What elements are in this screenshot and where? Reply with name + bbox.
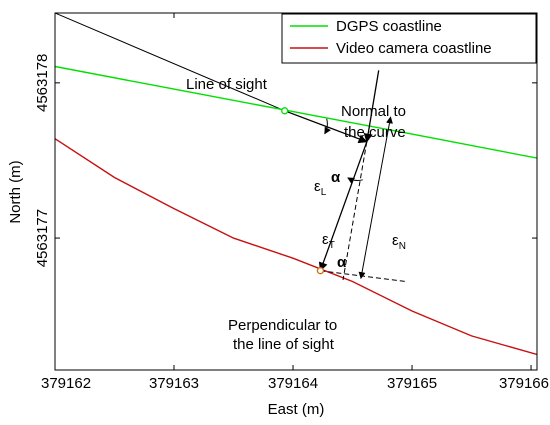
annotation-perp-line2: the line of sight	[233, 336, 335, 353]
annotation-normal-line2: the curve	[344, 124, 406, 141]
dgps-coastline-series	[55, 65, 537, 159]
legend-box	[281, 13, 537, 64]
plot-area-background	[55, 13, 537, 370]
x-tick-label-3: 379165	[387, 375, 437, 392]
eps-n-vector	[358, 116, 393, 280]
legend-label-dgps: DGPS coastline	[336, 18, 442, 35]
annotation-alpha-lower: α	[337, 254, 347, 271]
x-tick-label-1: 379163	[149, 375, 199, 392]
annotation-eps-t: εT	[322, 231, 335, 251]
eps-l-vector	[284, 110, 368, 144]
axis-ticks: 379162 379163 379164 379165 379166 4563177 456…	[34, 13, 549, 392]
video-coastline-series	[55, 138, 537, 356]
annotation-perp-line1: Perpendicular to	[228, 317, 337, 334]
annotation-eps-n: εN	[392, 232, 406, 252]
normal-dashed-line	[342, 141, 368, 281]
plot-frame	[54, 12, 538, 371]
y-tick-label-1: 4563178	[34, 54, 51, 112]
y-tick-label-0: 4563177	[34, 209, 51, 267]
legend: DGPS coastline Video camera coastline	[281, 13, 537, 64]
x-tick-label-2: 379164	[268, 375, 318, 392]
x-tick-label-4: 379166	[499, 375, 549, 392]
annotation-alpha-upper: α	[331, 169, 341, 186]
x-tick-label-0: 379162	[41, 375, 91, 392]
alpha-arc-lower	[347, 177, 363, 184]
alpha-arc-upper	[324, 118, 331, 135]
annotation-eps-l: εL	[314, 178, 327, 198]
annotation-normal-line1: Normal to	[341, 103, 406, 120]
x-axis-label: East (m)	[268, 401, 325, 418]
annotation-line-of-sight: Line of sight	[186, 76, 268, 93]
y-axis-label: North (m)	[7, 160, 24, 223]
video-intersection-point	[316, 267, 325, 275]
dgps-intersection-point	[281, 107, 289, 115]
line-of-sight-series	[55, 13, 285, 112]
legend-label-video: Video camera coastline	[336, 40, 492, 57]
